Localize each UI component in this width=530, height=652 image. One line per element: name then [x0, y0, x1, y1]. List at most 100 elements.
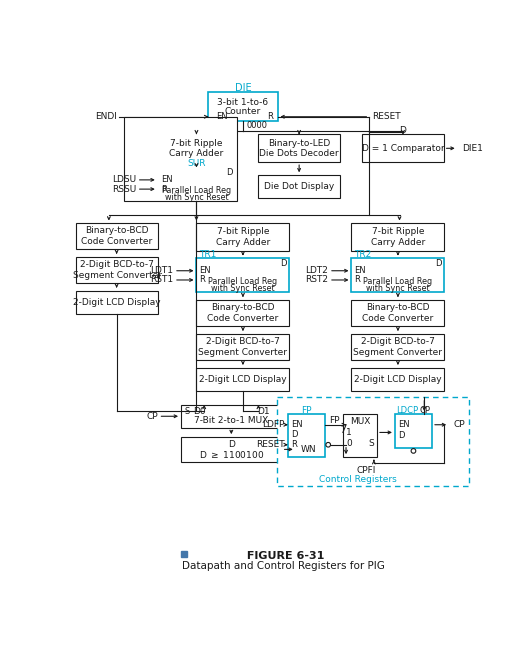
Bar [351, 368, 445, 391]
Text: D: D [291, 430, 297, 439]
Text: TR1: TR1 [199, 250, 216, 259]
Text: with Sync Reset: with Sync Reset [211, 284, 275, 293]
Text: MUX: MUX [350, 417, 370, 426]
Text: 2-Digit BCD-to-7
Segment Converter: 2-Digit BCD-to-7 Segment Converter [354, 337, 443, 357]
Bar [395, 414, 432, 448]
Bar [363, 134, 444, 162]
Text: with Sync Reset: with Sync Reset [165, 193, 228, 202]
Bar [76, 257, 158, 283]
Text: 2-Digit LCD Display: 2-Digit LCD Display [199, 375, 287, 384]
Text: D = 1 Comparator: D = 1 Comparator [361, 144, 444, 153]
Bar [181, 551, 187, 557]
Text: D: D [280, 259, 287, 269]
Text: R: R [355, 276, 360, 284]
Text: SUR: SUR [187, 159, 206, 168]
Text: S: S [368, 439, 374, 448]
Text: LDSU: LDSU [112, 175, 136, 185]
Text: D: D [228, 440, 235, 449]
Text: 7-bit Ripple
Carry Adder: 7-bit Ripple Carry Adder [169, 139, 224, 158]
Bar [288, 414, 325, 457]
Text: CP: CP [146, 412, 158, 421]
Text: CPFI: CPFI [357, 466, 376, 475]
Text: RESET: RESET [373, 112, 401, 121]
Bar [351, 334, 445, 360]
Text: ENDI: ENDI [95, 112, 117, 121]
Bar [197, 334, 289, 360]
Text: Control Registers: Control Registers [319, 475, 396, 484]
Text: S: S [184, 407, 189, 416]
Text: RST2: RST2 [305, 276, 328, 284]
Text: RESET: RESET [256, 440, 285, 449]
Text: Parallel Load Reg: Parallel Load Reg [208, 277, 278, 286]
Text: Binary-to-BCD
Code Converter: Binary-to-BCD Code Converter [363, 303, 434, 323]
Text: FIGURE 6-31: FIGURE 6-31 [243, 551, 324, 561]
Text: CP: CP [420, 406, 430, 415]
Text: EN: EN [216, 112, 227, 121]
Text: FP: FP [301, 406, 312, 415]
Text: DIE: DIE [235, 83, 251, 93]
Bar [158, 168, 235, 201]
Bar [351, 300, 445, 326]
Bar [277, 397, 469, 486]
Text: with Sync Reset: with Sync Reset [366, 284, 430, 293]
Text: Binary-to-LED
Die Dots Decoder: Binary-to-LED Die Dots Decoder [259, 139, 339, 158]
Text: R: R [161, 185, 166, 194]
Text: 0: 0 [346, 439, 352, 448]
Bar [76, 223, 158, 249]
Bar [181, 437, 282, 462]
Text: RST1: RST1 [150, 276, 173, 284]
Bar [351, 223, 445, 251]
Bar [259, 175, 340, 198]
Bar [125, 117, 237, 201]
Text: EN: EN [161, 175, 172, 185]
Text: 2-Digit LCD Display: 2-Digit LCD Display [73, 298, 161, 307]
Text: Binary-to-BCD
Code Converter: Binary-to-BCD Code Converter [82, 226, 153, 246]
Text: EN: EN [200, 266, 211, 275]
Text: WN: WN [301, 445, 316, 454]
Text: Die Dot Display: Die Dot Display [264, 183, 334, 191]
Text: DIE1: DIE1 [462, 144, 483, 153]
Bar [197, 368, 289, 391]
Text: EN: EN [291, 421, 303, 429]
Text: RSSU: RSSU [112, 185, 136, 194]
Text: 1: 1 [346, 428, 352, 437]
Text: D $\geq$ 1100100: D $\geq$ 1100100 [199, 449, 264, 460]
Text: R: R [200, 276, 206, 284]
Text: D: D [398, 431, 404, 440]
Bar [259, 134, 340, 162]
Text: D: D [400, 126, 407, 135]
Text: Counter: Counter [225, 107, 261, 116]
Text: R: R [291, 440, 297, 449]
Text: 7-bit Ripple
Carry Adder: 7-bit Ripple Carry Adder [216, 227, 270, 246]
Text: R: R [267, 112, 273, 121]
Text: D0: D0 [193, 407, 206, 416]
Text: CP: CP [454, 421, 465, 429]
Bar [197, 223, 289, 251]
Bar [197, 258, 289, 292]
Text: 2-Digit LCD Display: 2-Digit LCD Display [354, 375, 442, 384]
Text: LDT1: LDT1 [150, 266, 173, 275]
Text: Parallel Load Reg: Parallel Load Reg [364, 277, 432, 286]
Text: Parallel Load Reg: Parallel Load Reg [162, 186, 231, 195]
Bar [197, 300, 289, 326]
Text: LDCP: LDCP [396, 406, 419, 415]
Text: Binary-to-BCD
Code Converter: Binary-to-BCD Code Converter [207, 303, 279, 323]
Text: D: D [435, 259, 441, 269]
Text: 7-bit Ripple
Carry Adder: 7-bit Ripple Carry Adder [371, 227, 425, 246]
Text: LDFP: LDFP [262, 421, 285, 429]
Text: EN: EN [355, 266, 366, 275]
Text: D: D [226, 168, 232, 177]
Text: FP: FP [329, 417, 340, 425]
Bar [158, 134, 235, 162]
Text: LDT2: LDT2 [305, 266, 328, 275]
Text: 0000: 0000 [246, 121, 267, 130]
Text: 7-Bit 2-to-1 MUX: 7-Bit 2-to-1 MUX [194, 417, 269, 425]
Bar [343, 414, 377, 457]
Text: 2-Digit BCD-to-7
Segment Converter: 2-Digit BCD-to-7 Segment Converter [198, 337, 287, 357]
Bar [181, 405, 282, 428]
Text: TR2: TR2 [354, 250, 371, 259]
Bar [351, 258, 445, 292]
Bar [76, 291, 158, 314]
Text: 2-Digit BCD-to-7
Segment Converter: 2-Digit BCD-to-7 Segment Converter [73, 260, 162, 280]
Text: 3-bit 1-to-6: 3-bit 1-to-6 [217, 98, 269, 108]
